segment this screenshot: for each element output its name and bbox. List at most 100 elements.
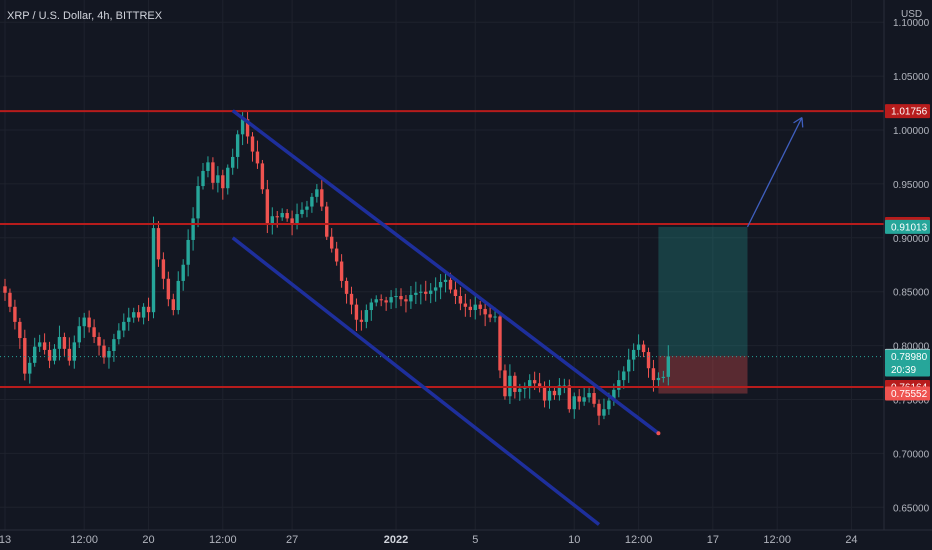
- candle-body: [344, 280, 349, 294]
- candle-body: [518, 388, 522, 392]
- candle-body: [112, 339, 116, 351]
- candle-body: [13, 306, 17, 322]
- candle-body: [468, 306, 472, 311]
- x-tick-label: 12:00: [70, 534, 98, 546]
- candle-body: [513, 375, 517, 392]
- candle-body: [330, 236, 334, 249]
- candle-body: [107, 350, 111, 358]
- candle-body: [399, 296, 403, 300]
- candle-body: [201, 170, 205, 187]
- candle-body: [18, 321, 22, 339]
- candle-body: [146, 306, 151, 313]
- candle-body: [532, 380, 537, 384]
- target-arrow-head: [801, 117, 804, 128]
- candle-body: [587, 393, 591, 398]
- candle-body: [161, 259, 166, 279]
- candle-body: [52, 348, 57, 361]
- candle-body: [349, 293, 354, 305]
- candle-body: [409, 294, 413, 302]
- candle-body: [463, 303, 468, 307]
- candle-body: [181, 264, 185, 281]
- x-tick-label: 13: [0, 534, 11, 546]
- time-axis: 13 12:00 20 12:00 27 2022 5 10 12:00 17 12:00 24: [0, 534, 858, 546]
- candle-body: [97, 336, 101, 346]
- y-tick-label: 1.00000: [893, 126, 930, 137]
- candle-body: [315, 189, 319, 197]
- candle-body: [92, 327, 96, 337]
- candle-body: [547, 390, 552, 401]
- candle-body: [141, 306, 146, 318]
- candle-body: [23, 338, 27, 374]
- candle-body: [102, 345, 106, 358]
- channel-upper-line: [231, 109, 660, 435]
- price-badge-label: 1.01756: [891, 107, 928, 118]
- price-badge: [885, 104, 930, 119]
- candle-body: [622, 371, 626, 381]
- trend-channel-drawings[interactable]: [231, 109, 804, 526]
- candle-body: [265, 189, 270, 224]
- candle-body: [191, 218, 195, 240]
- x-tick-label: 2022: [384, 534, 408, 546]
- candle-body: [458, 296, 463, 304]
- candle-body: [602, 409, 606, 416]
- price-badge: [885, 219, 930, 234]
- target-arrow-shaft: [746, 117, 803, 228]
- candle-body: [631, 349, 636, 360]
- candle-body: [582, 397, 586, 402]
- candle-body: [231, 156, 235, 168]
- x-tick-label: 17: [707, 534, 719, 546]
- candle-body: [77, 326, 81, 343]
- y-tick-label: 1.10000: [893, 18, 930, 29]
- target-arrow-head: [793, 116, 803, 124]
- candle-body: [255, 151, 260, 164]
- price-badge-label: 0.78980: [891, 352, 928, 363]
- candle-body: [572, 396, 576, 410]
- candle-body: [42, 342, 47, 350]
- candle-body: [443, 279, 448, 282]
- horizontal-levels[interactable]: [0, 110, 884, 388]
- candle-body: [438, 281, 443, 288]
- candle-body: [612, 389, 616, 401]
- candle-body: [250, 136, 255, 152]
- candle-body: [419, 291, 423, 293]
- price-axis-panel[interactable]: [884, 0, 932, 530]
- long-position-tool[interactable]: [658, 226, 748, 394]
- y-tick-label: 0.70000: [893, 449, 930, 460]
- x-tick-label: 10: [568, 534, 580, 546]
- candle-body: [295, 214, 299, 225]
- candle-body: [433, 287, 438, 291]
- candle-body: [488, 314, 492, 318]
- channel-lower-line: [231, 236, 601, 526]
- candle-body: [374, 299, 378, 303]
- candle-body: [557, 385, 562, 396]
- candle-body: [280, 213, 284, 218]
- candle-body: [216, 175, 220, 183]
- candle-body: [577, 396, 581, 402]
- candle-body: [270, 216, 274, 224]
- candle-body: [651, 368, 656, 381]
- candle-body: [67, 348, 72, 361]
- candle-body: [300, 209, 304, 215]
- chart-title: XRP / U.S. Dollar, 4h, BITTREX: [7, 10, 163, 22]
- candle-body: [641, 344, 646, 353]
- time-axis-panel[interactable]: [0, 530, 884, 550]
- target-zone: [658, 226, 748, 356]
- candle-body: [8, 292, 12, 307]
- candle-body: [127, 317, 131, 322]
- candle-body: [3, 286, 7, 293]
- candle-body: [221, 175, 225, 189]
- y-tick-label: 0.80000: [893, 342, 930, 353]
- candle-body: [290, 218, 294, 225]
- x-tick-label: 27: [286, 534, 298, 546]
- candle-body: [666, 356, 670, 377]
- x-tick-label: 12:00: [625, 534, 653, 546]
- candle-body: [448, 279, 453, 290]
- candle-body: [394, 296, 398, 298]
- candle-body: [656, 377, 661, 381]
- candle-body: [176, 280, 180, 311]
- x-tick-label: 12:00: [763, 534, 791, 546]
- candle-body: [235, 134, 240, 157]
